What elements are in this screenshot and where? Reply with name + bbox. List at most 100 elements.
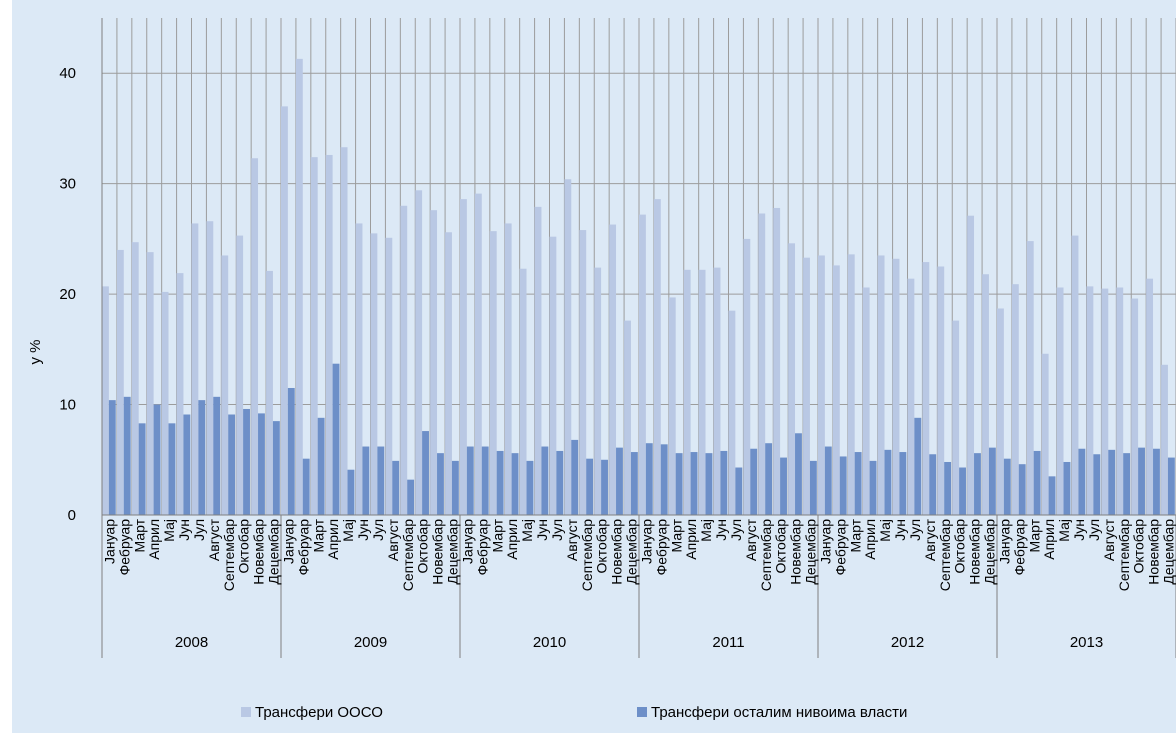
bar-ooso <box>266 270 273 515</box>
x-tick-label-month: Септембар <box>221 519 237 591</box>
bar-ooso <box>609 224 617 515</box>
y-tick-label: 30 <box>59 176 76 193</box>
x-tick-label-month: Децембар <box>803 519 819 585</box>
x-tick-label-month: Октобар <box>1131 519 1147 574</box>
bar-other-levels <box>228 414 236 515</box>
bar-other-levels <box>168 423 176 515</box>
bar-ooso <box>907 278 915 515</box>
bar-ooso <box>937 266 945 515</box>
bar-ooso <box>1086 286 1094 515</box>
bar-ooso <box>102 286 109 515</box>
bar-ooso <box>206 221 214 515</box>
bar-ooso <box>370 233 378 515</box>
x-tick-label-month: Август <box>922 518 938 561</box>
x-tick-label-month: Јун <box>713 519 729 541</box>
x-tick-label-year: 2009 <box>354 634 387 651</box>
x-tick-label-month: Новембар <box>609 519 625 585</box>
x-tick-label-month: Април <box>504 519 520 560</box>
bar-ooso <box>355 223 363 515</box>
bar-ooso <box>1101 288 1109 515</box>
x-tick-label-month: Јул <box>1086 519 1102 541</box>
bar-other-levels <box>1063 461 1071 515</box>
bar-ooso <box>146 252 154 516</box>
x-tick-label-month: Фебруар <box>295 519 311 576</box>
bar-other-levels <box>1078 448 1086 515</box>
x-tick-label-month: Март <box>1026 518 1042 552</box>
x-tick-label-month: Август <box>206 518 222 561</box>
bar-ooso <box>385 237 393 516</box>
bar-other-levels <box>317 417 325 515</box>
x-tick-label-month: Јун <box>892 519 908 541</box>
x-tick-label-month: Новембар <box>1146 519 1162 585</box>
x-tick-label-month: Август <box>743 518 759 561</box>
x-tick-label-month: Фебруар <box>474 519 490 576</box>
x-tick-label-month: Март <box>131 518 147 552</box>
bar-other-levels <box>481 446 489 515</box>
bar-ooso <box>1041 353 1049 515</box>
bar-other-levels <box>466 446 474 515</box>
x-tick-label-year: 2010 <box>533 634 566 651</box>
x-tick-label-month: Септембар <box>400 519 416 591</box>
bar-series <box>102 58 1175 516</box>
x-tick-label-month: Октобар <box>415 519 431 574</box>
bar-other-levels <box>854 452 862 515</box>
bar-ooso <box>982 274 989 515</box>
x-tick-label-month: Април <box>683 519 699 560</box>
bar-ooso <box>176 273 184 515</box>
y-axis-label: у % <box>27 339 44 364</box>
bar-other-levels <box>1123 453 1131 515</box>
bar-other-levels <box>839 456 847 515</box>
x-tick-label-month: Децембар <box>445 519 461 585</box>
bar-other-levels <box>660 444 668 515</box>
x-tick-label-month: Јануар <box>817 519 833 564</box>
x-tick-label-month: Фебруар <box>1011 519 1027 576</box>
bar-other-levels <box>213 396 221 515</box>
x-tick-label-month: Јануар <box>996 519 1012 564</box>
bar-other-levels <box>616 447 623 515</box>
bar-other-levels <box>422 431 429 515</box>
bar-ooso <box>1056 287 1064 515</box>
bar-ooso <box>236 235 244 515</box>
x-tick-label-month: Март <box>668 518 684 552</box>
bar-other-levels <box>108 400 116 515</box>
bar-other-levels <box>586 458 594 515</box>
x-tick-label-month: Јануар <box>638 519 654 564</box>
x-tick-label-month: Октобар <box>594 519 610 574</box>
bar-other-levels <box>1003 458 1011 515</box>
bar-other-levels <box>1093 454 1101 515</box>
bar-ooso <box>460 199 467 515</box>
x-tick-labels: ЈануарФебруарМартАприлМајЈунЈулАвгустСеп… <box>101 518 1176 651</box>
bar-ooso <box>400 205 408 515</box>
x-tick-label-year: 2012 <box>891 634 924 651</box>
bar-other-levels <box>735 467 743 515</box>
bar-ooso <box>818 255 825 515</box>
x-tick-label-month: Мај <box>1056 519 1072 542</box>
x-tick-label-month: Фебруар <box>653 519 669 576</box>
y-tick-labels: 0 10 20 30 40 <box>59 65 76 524</box>
bar-other-levels <box>526 460 534 515</box>
bar-other-levels <box>869 460 877 515</box>
bar-other-levels <box>1167 457 1175 515</box>
bar-other-levels <box>780 457 787 515</box>
legend-swatch <box>637 707 647 717</box>
x-tick-label-month: Јул <box>370 519 386 541</box>
bar-ooso <box>519 268 527 515</box>
y-tick-label: 10 <box>59 397 76 414</box>
x-tick-label-month: Новембар <box>430 519 446 585</box>
x-tick-label-month: Април <box>862 519 878 560</box>
bar-ooso <box>922 262 930 515</box>
x-tick-label-month: Септембар <box>1116 519 1132 591</box>
bar-ooso <box>474 193 482 515</box>
bar-other-levels <box>123 396 131 515</box>
bar-other-levels <box>243 408 250 515</box>
legend: Трансфери ООСО Трансфери осталим нивоима … <box>241 704 907 721</box>
bar-ooso <box>728 310 736 515</box>
bar-ooso <box>340 147 348 515</box>
bar-ooso <box>1161 364 1168 515</box>
x-tick-label-month: Мај <box>698 519 714 542</box>
bar-ooso <box>967 215 975 515</box>
x-tick-label-month: Август <box>564 518 580 561</box>
bar-other-levels <box>556 450 564 515</box>
x-tick-label-month: Април <box>146 519 162 560</box>
x-tick-label-month: Новембар <box>251 519 267 585</box>
